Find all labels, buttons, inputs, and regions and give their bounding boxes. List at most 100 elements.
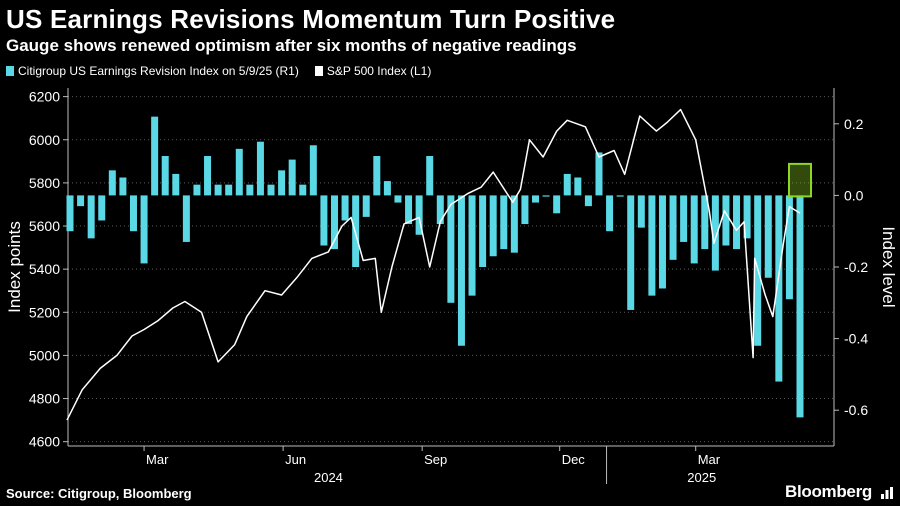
legend-label-bars: Citigroup US Earnings Revision Index on … [18, 64, 299, 78]
revision-bar-20 [278, 170, 286, 196]
right-tick-label-4: -0.6 [844, 402, 868, 418]
revision-bar-34 [426, 156, 434, 196]
revision-bar-56 [658, 195, 666, 289]
revision-bar-53 [627, 195, 635, 310]
left-tick-label-3: 5200 [29, 304, 60, 320]
revision-bar-2 [87, 195, 95, 239]
revision-bar-63 [733, 195, 741, 250]
revision-bar-15 [225, 184, 233, 196]
revision-bar-32 [405, 195, 413, 225]
revision-bar-67 [775, 195, 783, 382]
left-tick-label-8: 6200 [29, 89, 60, 105]
revision-bar-49 [584, 195, 592, 207]
revision-bar-29 [373, 156, 381, 196]
revision-bar-64 [743, 195, 751, 239]
revision-bar-12 [193, 184, 201, 196]
chart-title: US Earnings Revisions Momentum Turn Posi… [6, 4, 616, 34]
revision-bar-43 [521, 195, 529, 225]
revision-bar-58 [680, 195, 688, 242]
revision-bar-4 [108, 170, 116, 196]
year-label-0: 2024 [314, 470, 343, 485]
legend: Citigroup US Earnings Revision Index on … [6, 64, 431, 78]
revision-bar-19 [267, 184, 275, 196]
revision-bar-7 [140, 195, 148, 264]
source-note: Source: Citigroup, Bloomberg [6, 486, 192, 501]
x-tick-label-1: Jun [285, 452, 306, 467]
revision-bar-69 [796, 195, 804, 418]
revision-bar-1 [77, 195, 85, 207]
right-tick-label-2: -0.2 [844, 259, 868, 275]
revision-bar-10 [172, 173, 180, 196]
legend-label-line: S&P 500 Index (L1) [326, 64, 432, 78]
revision-bar-66 [764, 195, 772, 278]
revision-bar-42 [510, 195, 518, 253]
revision-bar-3 [98, 195, 106, 221]
legend-item-bars: Citigroup US Earnings Revision Index on … [6, 64, 299, 78]
revision-bar-28 [362, 195, 370, 217]
left-tick-label-6: 5800 [29, 175, 60, 191]
left-axis-title: Index points [5, 221, 24, 313]
brand-logo: Bloomberg [784, 482, 872, 501]
revision-bar-35 [436, 195, 444, 225]
revision-bar-40 [489, 195, 497, 257]
revision-bar-17 [246, 184, 254, 196]
revision-bar-0 [66, 195, 74, 232]
revision-bar-9 [161, 156, 169, 196]
revision-bar-44 [532, 195, 540, 203]
revision-bar-54 [637, 195, 645, 228]
revision-bar-45 [542, 195, 550, 197]
revision-bar-39 [479, 195, 487, 267]
revision-bar-52 [616, 195, 624, 197]
chart-subtitle: Gauge shows renewed optimism after six m… [6, 36, 577, 55]
left-tick-label-5: 5600 [29, 218, 60, 234]
legend-item-line: S&P 500 Index (L1) [314, 64, 432, 78]
x-tick-label-3: Dec [562, 452, 586, 467]
left-tick-label-1: 4800 [29, 391, 60, 407]
right-tick-label-0: 0.2 [844, 116, 864, 132]
right-axis-title: Index level [879, 226, 898, 307]
revision-bar-68 [785, 195, 793, 300]
revision-bar-60 [701, 195, 709, 250]
right-tick-label-3: -0.4 [844, 331, 868, 347]
revision-bar-36 [447, 195, 455, 303]
revision-bar-26 [341, 195, 349, 221]
legend-swatch-bars [6, 66, 14, 76]
sp500-line [66, 108, 801, 421]
x-tick-label-0: Mar [146, 452, 169, 467]
revision-bar-41 [500, 195, 508, 250]
right-tick-label-1: 0.0 [844, 187, 864, 203]
revision-bar-23 [309, 145, 317, 196]
revision-bar-46 [553, 195, 561, 214]
revision-bar-24 [320, 195, 328, 246]
revision-bar-21 [288, 159, 296, 196]
revision-bar-57 [669, 195, 677, 260]
revision-bar-5 [119, 177, 127, 196]
revision-bar-31 [394, 195, 402, 203]
revision-bar-18 [256, 141, 264, 196]
legend-swatch-line [314, 66, 323, 76]
revision-bar-50 [595, 152, 603, 196]
revision-bar-48 [574, 177, 582, 196]
left-tick-label-0: 4600 [29, 434, 60, 450]
revision-bar-47 [563, 173, 571, 196]
chart-icon [881, 487, 893, 499]
highlight-box [788, 162, 812, 198]
revision-bar-14 [214, 184, 222, 196]
left-tick-label-7: 6000 [29, 132, 60, 148]
revision-bar-25 [330, 195, 338, 250]
revision-bar-51 [606, 195, 614, 232]
revision-bar-30 [383, 181, 391, 196]
revision-bar-55 [648, 195, 656, 296]
revision-bar-13 [204, 156, 212, 196]
revision-bar-16 [235, 148, 243, 196]
revision-bar-11 [182, 195, 190, 242]
revision-bar-61 [711, 195, 719, 271]
left-tick-label-4: 5400 [29, 261, 60, 277]
revision-bar-59 [690, 195, 698, 264]
year-label-1: 2025 [687, 470, 716, 485]
left-tick-label-2: 5000 [29, 347, 60, 363]
revision-bar-8 [151, 116, 159, 196]
revision-bar-37 [457, 195, 465, 346]
revision-bar-22 [299, 184, 307, 196]
